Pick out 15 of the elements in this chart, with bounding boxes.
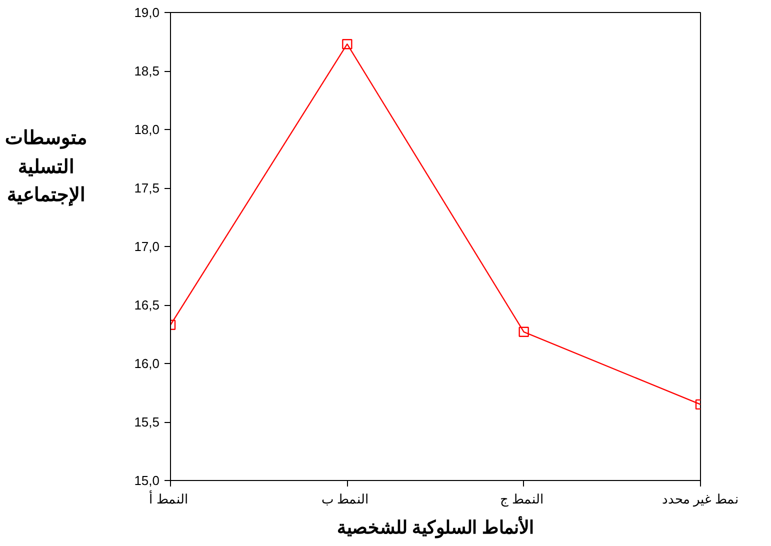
y-tick-label: 15,0: [134, 473, 160, 488]
x-tick-label: النمط ب: [322, 492, 370, 506]
y-axis-title: متوسطات التسلية الإجتماعية: [5, 127, 87, 208]
x-tick-label: نمط غير محدد: [662, 492, 740, 508]
y-tick-label: 18,5: [134, 64, 160, 78]
y-tick-label: 17,5: [134, 180, 160, 196]
y-tick-label: 15,5: [134, 414, 160, 430]
x-tick-label: النمط أ: [148, 490, 189, 506]
y-tick-label: 17,0: [134, 239, 160, 254]
y-tick-label: 16,0: [134, 356, 160, 371]
x-axis-title: الأنماط السلوكية للشخصية: [337, 516, 534, 538]
y-tick-label: 16,5: [134, 298, 160, 312]
y-tick-label: 18,0: [134, 122, 160, 137]
x-tick-label: النمط ج: [500, 492, 544, 508]
y-tick-label: 19,0: [134, 5, 160, 20]
